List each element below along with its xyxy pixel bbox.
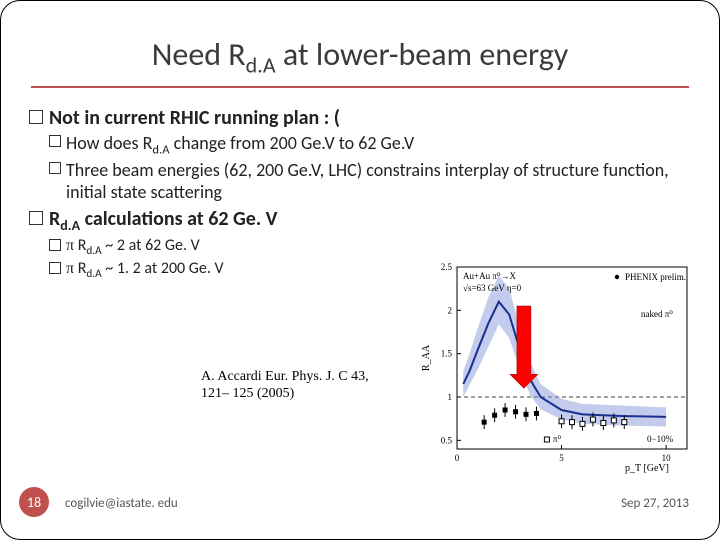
svg-text:PHENIX prelim.: PHENIX prelim. bbox=[625, 272, 686, 282]
svg-text:0−10%: 0−10% bbox=[647, 434, 674, 444]
content-area: Not in current RHIC running plan : ( How… bbox=[1, 106, 719, 281]
slide-title: Need Rd.A at lower-beam energy bbox=[31, 1, 689, 88]
bullet-1b: Three beam energies (62, 200 Ge.V, LHC) … bbox=[49, 159, 691, 203]
svg-text:Au+Au π⁰→X: Au+Au π⁰→X bbox=[463, 271, 516, 281]
svg-text:R_AA: R_AA bbox=[421, 344, 432, 371]
box-icon bbox=[29, 211, 43, 225]
box-icon bbox=[49, 239, 61, 251]
box-icon bbox=[49, 135, 61, 147]
footer-date: Sep 27, 2013 bbox=[621, 496, 689, 511]
svg-text:2.5: 2.5 bbox=[441, 262, 453, 272]
bullet-2a-text: π Rd.A ~ 2 at 62 Ge. V bbox=[66, 236, 200, 258]
bullet-2a: π Rd.A ~ 2 at 62 Ge. V bbox=[49, 236, 691, 258]
svg-text:5: 5 bbox=[559, 453, 564, 463]
box-icon bbox=[49, 162, 61, 174]
bullet-1a: How does Rd.A change from 200 Ge.V to 62… bbox=[49, 132, 691, 158]
bullet-2b-text: π Rd.A ~ 1. 2 at 200 Ge. V bbox=[66, 259, 224, 281]
bullet-1b-text: Three beam energies (62, 200 Ge.V, LHC) … bbox=[66, 159, 691, 203]
bullet-2-text: Rd.A calculations at 62 Ge. V bbox=[49, 207, 278, 234]
svg-text:naked π⁰: naked π⁰ bbox=[641, 309, 673, 319]
bullet-2: Rd.A calculations at 62 Ge. V bbox=[29, 207, 691, 234]
title-post: at lower-beam energy bbox=[276, 35, 569, 74]
title-pre: Need R bbox=[152, 35, 246, 74]
box-icon bbox=[49, 262, 61, 274]
svg-text:√s=63 GeV η=0: √s=63 GeV η=0 bbox=[463, 283, 522, 293]
reference-text: A. Accardi Eur. Phys. J. C 43, 121– 125 … bbox=[201, 369, 391, 403]
svg-text:1.5: 1.5 bbox=[441, 349, 453, 359]
svg-text:1: 1 bbox=[448, 392, 453, 402]
svg-text:0.5: 0.5 bbox=[441, 435, 453, 445]
title-sub: d.A bbox=[246, 51, 276, 78]
bullet-1-sub: How does Rd.A change from 200 Ge.V to 62… bbox=[29, 132, 691, 203]
chart-raa: 0.5 1 1.5 2 2.5 0 5 10p_T [GeV] R_AA Au+Au π⁰→X √s… bbox=[415, 257, 695, 477]
svg-text:0: 0 bbox=[455, 453, 460, 463]
box-icon bbox=[29, 110, 43, 124]
svg-text:p_T [GeV]: p_T [GeV] bbox=[625, 463, 669, 474]
bullet-1-text: Not in current RHIC running plan : ( bbox=[49, 106, 340, 130]
page-number-badge: 18 bbox=[19, 487, 49, 517]
svg-text:2: 2 bbox=[448, 305, 453, 315]
footer-email: cogilvie@iastate. edu bbox=[65, 496, 178, 511]
svg-text:10: 10 bbox=[662, 453, 672, 463]
bullet-1: Not in current RHIC running plan : ( bbox=[29, 106, 691, 130]
svg-text:π⁰: π⁰ bbox=[553, 434, 562, 444]
bullet-1a-text: How does Rd.A change from 200 Ge.V to 62… bbox=[66, 132, 414, 158]
